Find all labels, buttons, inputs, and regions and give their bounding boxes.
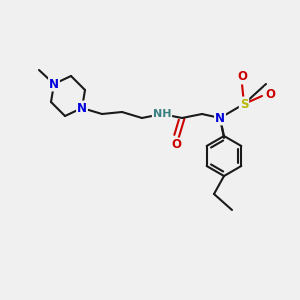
Text: NH: NH [153, 109, 171, 119]
Text: O: O [237, 70, 247, 83]
Text: O: O [171, 139, 181, 152]
Text: N: N [49, 77, 59, 91]
Text: N: N [77, 101, 87, 115]
Text: S: S [240, 98, 248, 110]
Text: O: O [265, 88, 275, 100]
Text: N: N [215, 112, 225, 124]
